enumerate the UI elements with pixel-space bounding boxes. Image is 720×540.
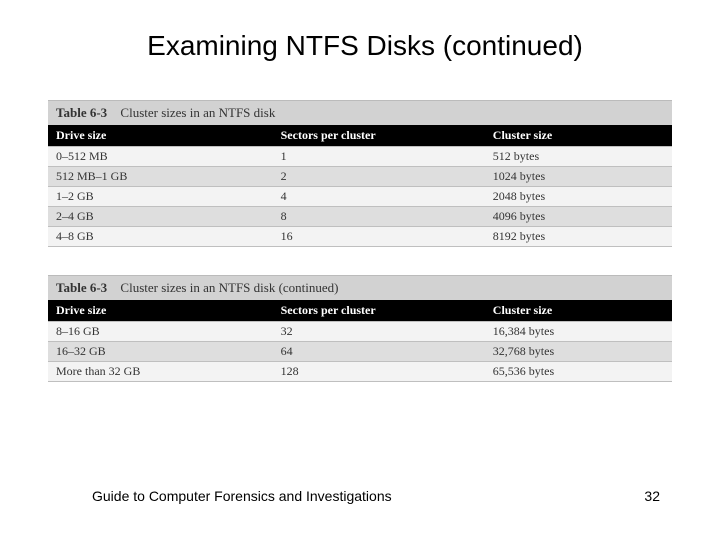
table-cell: 1–2 GB	[48, 187, 273, 207]
table-cell: 4096 bytes	[485, 207, 672, 227]
table-row: 16–32 GB 64 32,768 bytes	[48, 342, 672, 362]
table-cell: 8–16 GB	[48, 322, 273, 342]
table-row: 8–16 GB 32 16,384 bytes	[48, 322, 672, 342]
table-row: 4–8 GB 16 8192 bytes	[48, 227, 672, 247]
table-cell: 128	[273, 362, 485, 382]
table-1-col-2: Cluster size	[485, 125, 672, 147]
table-cell: More than 32 GB	[48, 362, 273, 382]
table-2-caption: Table 6-3 Cluster sizes in an NTFS disk …	[48, 275, 672, 300]
table-2-col-1: Sectors per cluster	[273, 300, 485, 322]
table-cell: 32	[273, 322, 485, 342]
table-2-header-row: Drive size Sectors per cluster Cluster s…	[48, 300, 672, 322]
table-2-col-0: Drive size	[48, 300, 273, 322]
table-2-caption-text: Cluster sizes in an NTFS disk (continued…	[120, 280, 338, 295]
table-cell: 2–4 GB	[48, 207, 273, 227]
table-cell: 1	[273, 147, 485, 167]
table-2-caption-label: Table 6-3	[56, 280, 107, 295]
slide: Examining NTFS Disks (continued) Table 6…	[0, 0, 720, 540]
table-cell: 4	[273, 187, 485, 207]
table-1: Drive size Sectors per cluster Cluster s…	[48, 125, 672, 247]
table-cell: 32,768 bytes	[485, 342, 672, 362]
table-cell: 16,384 bytes	[485, 322, 672, 342]
table-2-wrap: Table 6-3 Cluster sizes in an NTFS disk …	[48, 275, 672, 382]
table-cell: 4–8 GB	[48, 227, 273, 247]
table-2-col-2: Cluster size	[485, 300, 672, 322]
table-cell: 0–512 MB	[48, 147, 273, 167]
table-cell: 8192 bytes	[485, 227, 672, 247]
table-1-col-1: Sectors per cluster	[273, 125, 485, 147]
table-cell: 1024 bytes	[485, 167, 672, 187]
table-1-caption-label: Table 6-3	[56, 105, 107, 120]
table-2: Drive size Sectors per cluster Cluster s…	[48, 300, 672, 382]
footer-text: Guide to Computer Forensics and Investig…	[92, 488, 392, 504]
table-row: 1–2 GB 4 2048 bytes	[48, 187, 672, 207]
table-cell: 65,536 bytes	[485, 362, 672, 382]
table-row: 0–512 MB 1 512 bytes	[48, 147, 672, 167]
table-1-header-row: Drive size Sectors per cluster Cluster s…	[48, 125, 672, 147]
table-row: 2–4 GB 8 4096 bytes	[48, 207, 672, 227]
table-cell: 2048 bytes	[485, 187, 672, 207]
table-1-col-0: Drive size	[48, 125, 273, 147]
table-row: 512 MB–1 GB 2 1024 bytes	[48, 167, 672, 187]
table-1-wrap: Table 6-3 Cluster sizes in an NTFS disk …	[48, 100, 672, 247]
table-cell: 64	[273, 342, 485, 362]
footer: Guide to Computer Forensics and Investig…	[0, 488, 720, 504]
table-cell: 512 MB–1 GB	[48, 167, 273, 187]
table-cell: 512 bytes	[485, 147, 672, 167]
table-cell: 16–32 GB	[48, 342, 273, 362]
table-cell: 16	[273, 227, 485, 247]
table-1-caption: Table 6-3 Cluster sizes in an NTFS disk	[48, 100, 672, 125]
table-cell: 8	[273, 207, 485, 227]
table-cell: 2	[273, 167, 485, 187]
table-1-caption-text: Cluster sizes in an NTFS disk	[120, 105, 275, 120]
page-title: Examining NTFS Disks (continued)	[48, 30, 672, 62]
table-row: More than 32 GB 128 65,536 bytes	[48, 362, 672, 382]
page-number: 32	[644, 488, 660, 504]
